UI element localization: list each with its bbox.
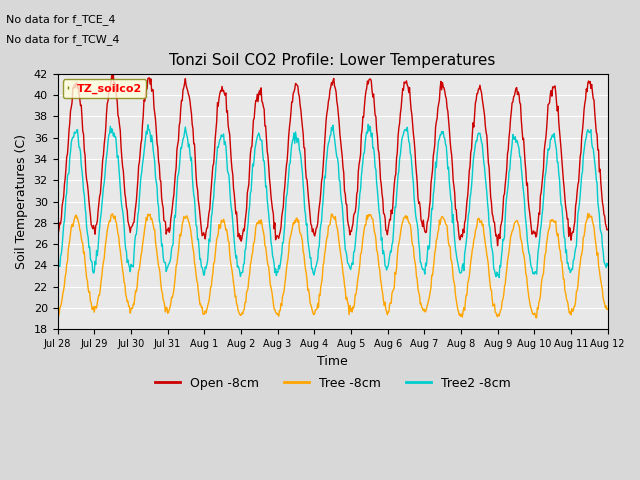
Legend: Open -8cm, Tree -8cm, Tree2 -8cm: Open -8cm, Tree -8cm, Tree2 -8cm — [150, 372, 515, 395]
Text: No data for f_TCE_4: No data for f_TCE_4 — [6, 14, 116, 25]
Text: No data for f_TCW_4: No data for f_TCW_4 — [6, 34, 120, 45]
Title: Tonzi Soil CO2 Profile: Lower Temperatures: Tonzi Soil CO2 Profile: Lower Temperatur… — [170, 53, 496, 68]
Y-axis label: Soil Temperatures (C): Soil Temperatures (C) — [15, 134, 28, 269]
X-axis label: Time: Time — [317, 355, 348, 368]
